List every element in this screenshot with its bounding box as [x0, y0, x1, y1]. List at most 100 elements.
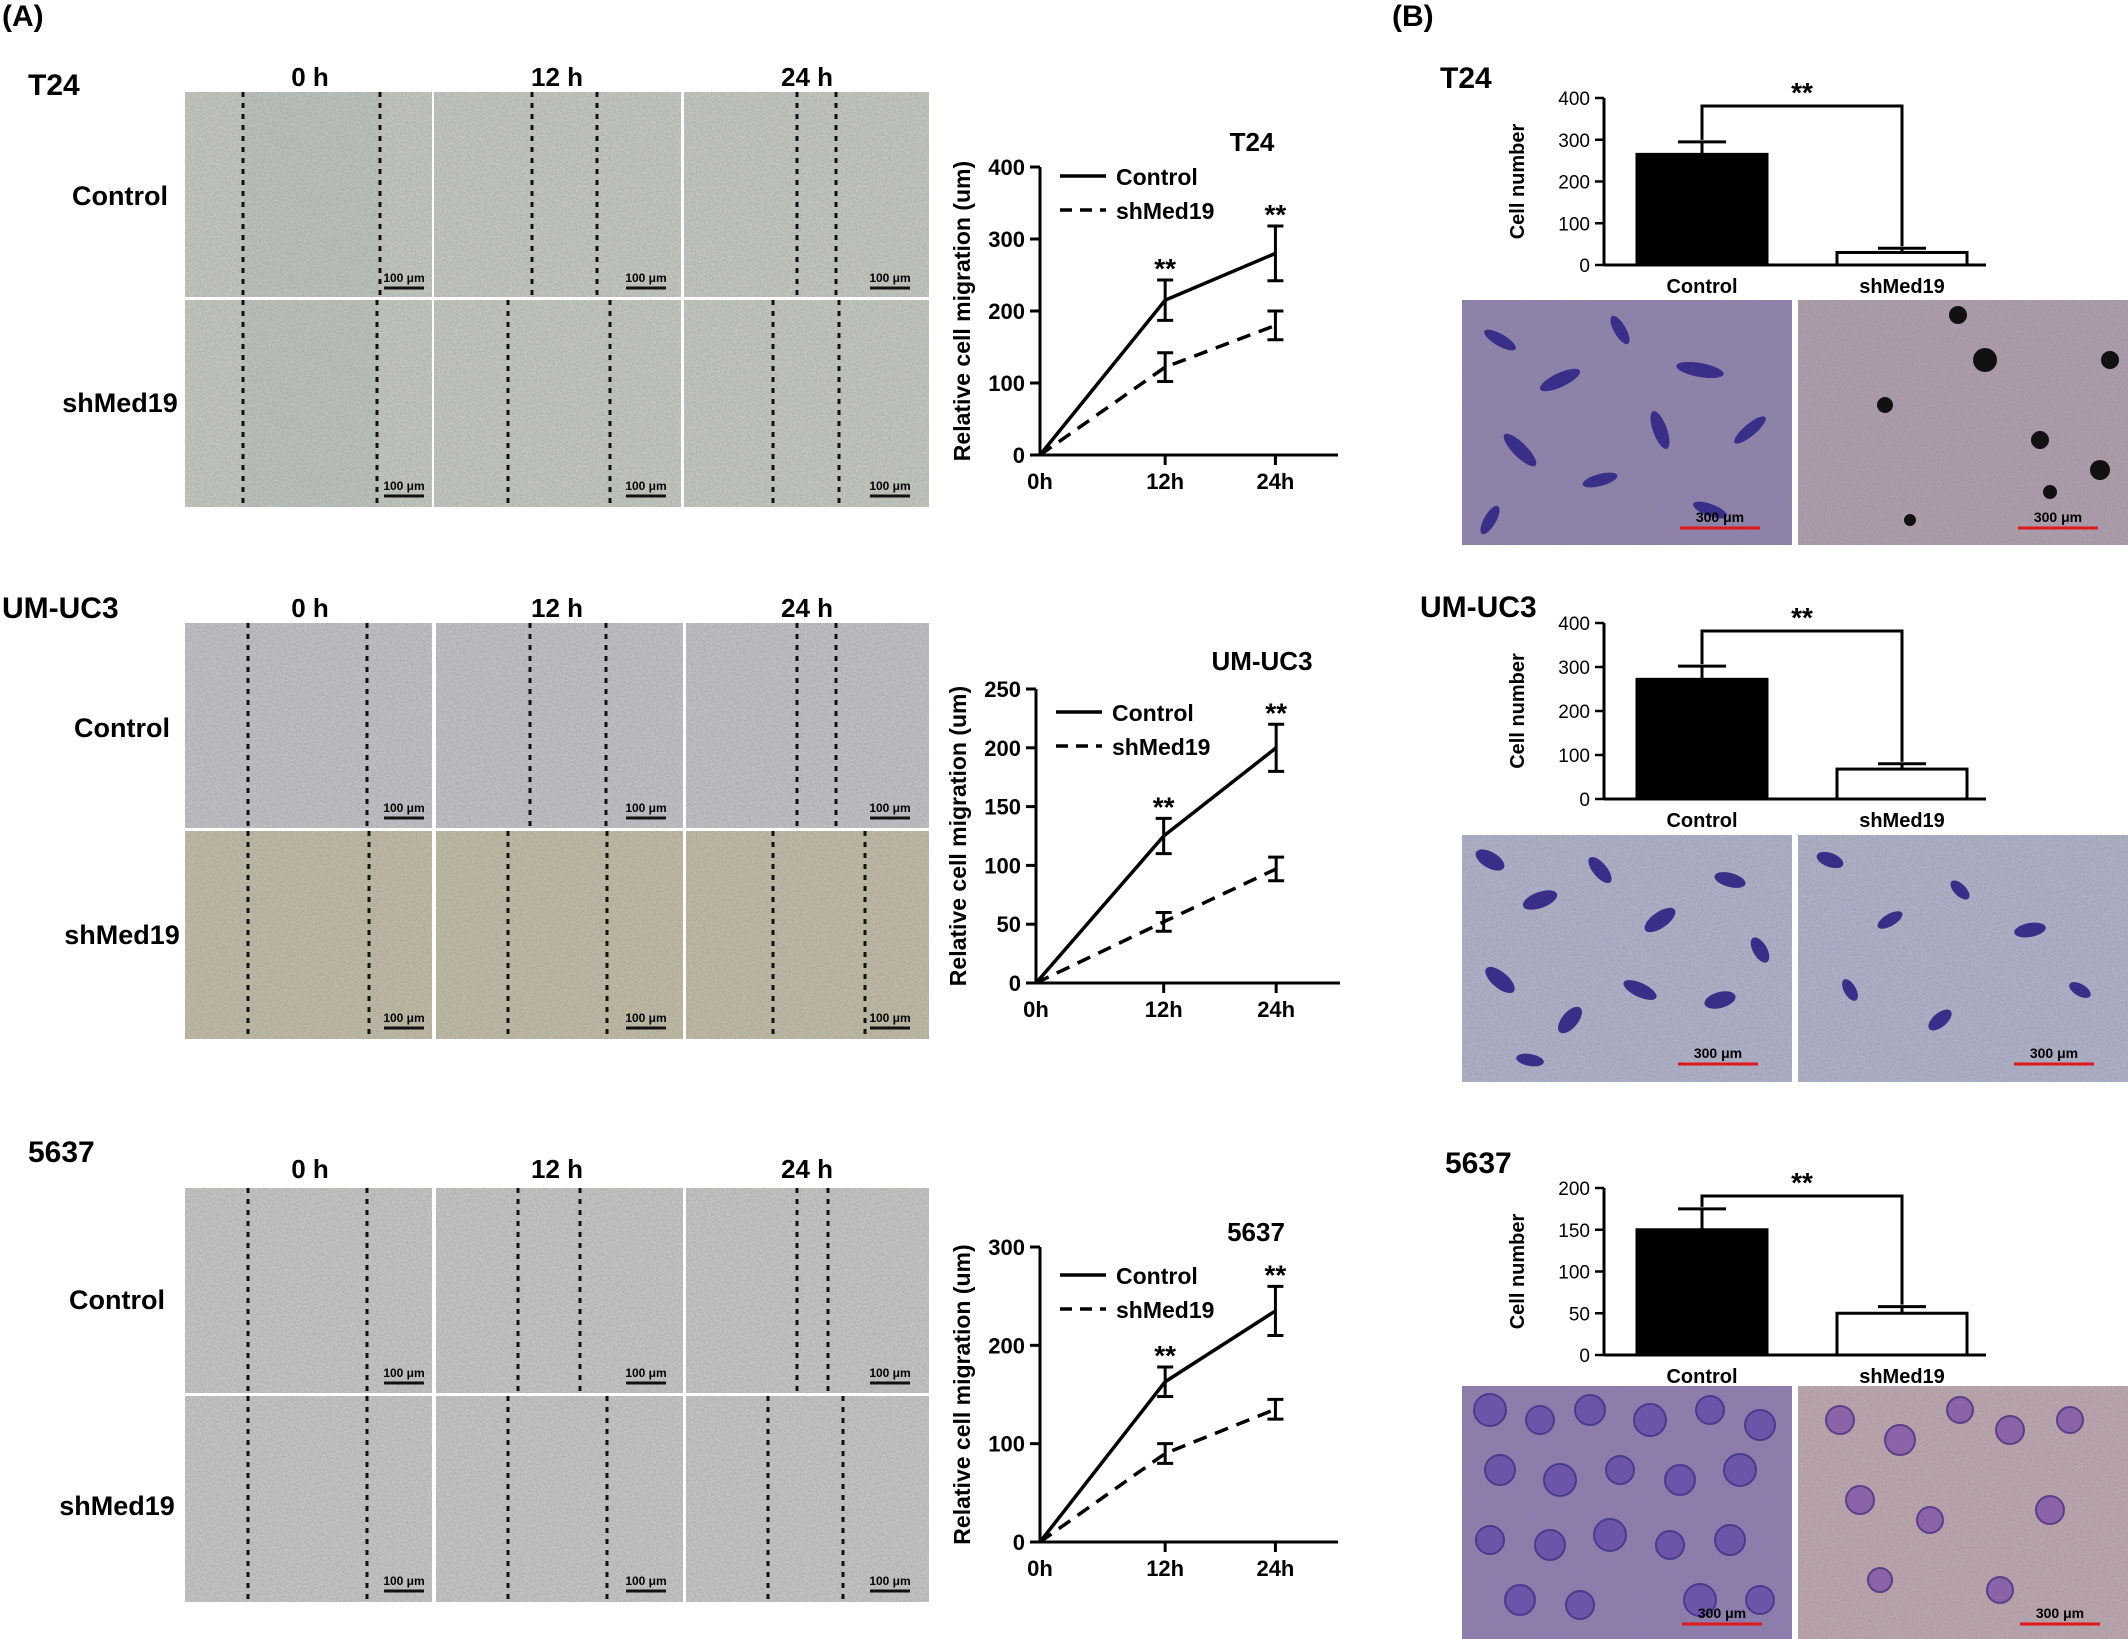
scale-bar-label: 300 μm: [1696, 509, 1744, 525]
x-tick-label: Control: [1666, 1366, 1737, 1388]
scale-bar-label: 100 μm: [625, 801, 666, 815]
scale-bar-label: 300 μm: [1698, 1605, 1746, 1621]
condition-label: shMed19: [59, 1491, 175, 1521]
y-tick-label: 300: [988, 227, 1025, 252]
wound-image-5637-shmed19-24h: 100 μm: [686, 1396, 929, 1602]
timepoint-label: 12 h: [531, 62, 583, 92]
significance-mark: **: [1791, 77, 1813, 108]
series-line-shmed19: [1035, 867, 1277, 985]
x-tick-label: shMed19: [1859, 1366, 1945, 1388]
y-tick-label: 100: [984, 853, 1021, 878]
y-tick-label: 150: [1558, 1221, 1590, 1242]
condition-label: Control: [69, 1285, 165, 1315]
invasion-bar-chart-t24: 0 100 200 300 400 Cell number Control shMed19 **: [1507, 77, 1986, 298]
panel-label-a: (A): [2, 0, 44, 33]
bar-shmed19: [1835, 250, 1969, 267]
y-tick-label: 100: [1558, 214, 1590, 235]
series-line-control: [1034, 746, 1278, 985]
legend-label: Control: [1116, 1263, 1198, 1289]
wound-image-5637-control-24h: 100 μm: [686, 1188, 929, 1393]
x-tick-label: 24h: [1256, 1556, 1294, 1581]
scale-bar-label: 100 μm: [869, 1574, 910, 1588]
wound-image-5637-control-0h: 100 μm: [185, 1188, 432, 1393]
wound-image-umuc3-shmed19-24h: 100 μm: [686, 831, 929, 1039]
scale-bar-label: 300 μm: [2030, 1045, 2078, 1061]
y-tick-label: 0: [1579, 1346, 1590, 1367]
wound-image-t24-shmed19-12h: 100 μm: [434, 300, 681, 507]
migration-line-chart-5637: 0 100 200 300 0h 12h 24h Relative cell migratio…: [949, 1217, 1338, 1581]
wound-image-umuc3-shmed19-0h: 100 μm: [185, 831, 432, 1039]
scale-bar-label: 100 μm: [869, 801, 910, 815]
scale-bar-label: 100 μm: [383, 1366, 424, 1380]
wound-image-umuc3-shmed19-12h: 100 μm: [436, 831, 683, 1039]
chart-title: UM-UC3: [1211, 646, 1312, 676]
wound-image-t24-shmed19-0h: 100 μm: [185, 300, 432, 507]
bar-shmed19: [1835, 767, 1969, 801]
transwell-image-umuc3-control: 300 μm: [1462, 835, 1792, 1082]
scale-bar-label: 100 μm: [625, 479, 666, 493]
y-tick-label: 300: [1558, 131, 1590, 152]
y-tick-label: 200: [984, 736, 1021, 761]
wound-image-5637-shmed19-12h: 100 μm: [436, 1396, 683, 1602]
x-tick-label: 0h: [1027, 1556, 1053, 1581]
scale-bar-label: 100 μm: [383, 271, 424, 285]
y-axis-label: Relative cell migration (um): [949, 161, 975, 461]
invasion-bar-chart-umuc3: 0 100 200 300 400 Cell number Control shMed19 **: [1507, 602, 1986, 832]
series-line-shmed19: [1038, 1407, 1277, 1544]
y-tick-label: 100: [988, 371, 1025, 396]
timepoint-label: 24 h: [781, 1154, 833, 1184]
legend-label: Control: [1116, 164, 1198, 190]
y-tick-label: 150: [984, 795, 1021, 820]
significance-mark: **: [1265, 1259, 1287, 1290]
transwell-image-5637-control: 300 μm: [1462, 1386, 1792, 1639]
chart-title: 5637: [1227, 1217, 1285, 1247]
significance-mark: **: [1265, 697, 1287, 728]
y-tick-label: 100: [1558, 746, 1590, 767]
y-tick-label: 0: [1013, 1530, 1025, 1555]
significance-mark: **: [1791, 1167, 1813, 1198]
condition-label: Control: [72, 181, 168, 211]
bar-control: [1635, 152, 1769, 267]
y-tick-label: 300: [988, 1235, 1025, 1260]
timepoint-label: 24 h: [781, 593, 833, 623]
y-tick-label: 0: [1579, 790, 1590, 811]
y-tick-label: 50: [997, 912, 1021, 937]
scale-bar-label: 100 μm: [383, 479, 424, 493]
scale-bar-label: 100 μm: [383, 801, 424, 815]
x-tick-label: Control: [1666, 276, 1737, 298]
invasion-bar-chart-5637: 0 50 100 150 200 Cell number Control shMed19 **: [1507, 1167, 1986, 1388]
scale-bar-label: 100 μm: [869, 1366, 910, 1380]
y-axis-label: Relative cell migration (um): [945, 686, 971, 986]
scale-bar-label: 100 μm: [625, 1574, 666, 1588]
significance-mark: **: [1265, 199, 1287, 230]
wound-image-umuc3-control-0h: 100 μm: [185, 623, 432, 828]
migration-line-chart-t24: 0 100 200 300 400 0h 12h 24h Relative cell migra…: [949, 127, 1338, 494]
scale-bar-label: 100 μm: [383, 1574, 424, 1588]
cell-line-label-t24-a: T24: [28, 69, 80, 102]
wound-image-t24-shmed19-24h: 100 μm: [684, 300, 929, 507]
condition-label: Control: [74, 713, 170, 743]
scale-bar-label: 100 μm: [625, 271, 666, 285]
scale-bar-label: 300 μm: [1694, 1045, 1742, 1061]
cell-line-label-t24-b: T24: [1440, 62, 1492, 95]
y-tick-label: 250: [984, 677, 1021, 702]
migration-line-chart-umuc3: 0 50 100 150 200 250 0h 12h 24h Relative cell mig…: [945, 646, 1340, 1022]
timepoint-label: 12 h: [531, 1154, 583, 1184]
legend-label: Control: [1112, 700, 1194, 726]
significance-bracket: [1700, 104, 1904, 247]
y-tick-label: 400: [988, 155, 1025, 180]
x-tick-label: shMed19: [1859, 810, 1945, 832]
wound-image-5637-control-12h: 100 μm: [436, 1188, 683, 1393]
condition-label: shMed19: [62, 388, 178, 418]
y-tick-label: 200: [1558, 1179, 1590, 1200]
wound-image-umuc3-control-12h: 100 μm: [436, 623, 683, 828]
wound-image-5637-shmed19-0h: 100 μm: [185, 1396, 432, 1602]
x-tick-label: Control: [1666, 810, 1737, 832]
wound-image-t24-control-12h: 100 μm: [434, 92, 681, 297]
bar-shmed19: [1835, 1311, 1969, 1357]
transwell-image-t24-control: 300 μm: [1462, 300, 1792, 545]
timepoint-label: 0 h: [291, 593, 329, 623]
x-tick-label: 24h: [1257, 997, 1295, 1022]
